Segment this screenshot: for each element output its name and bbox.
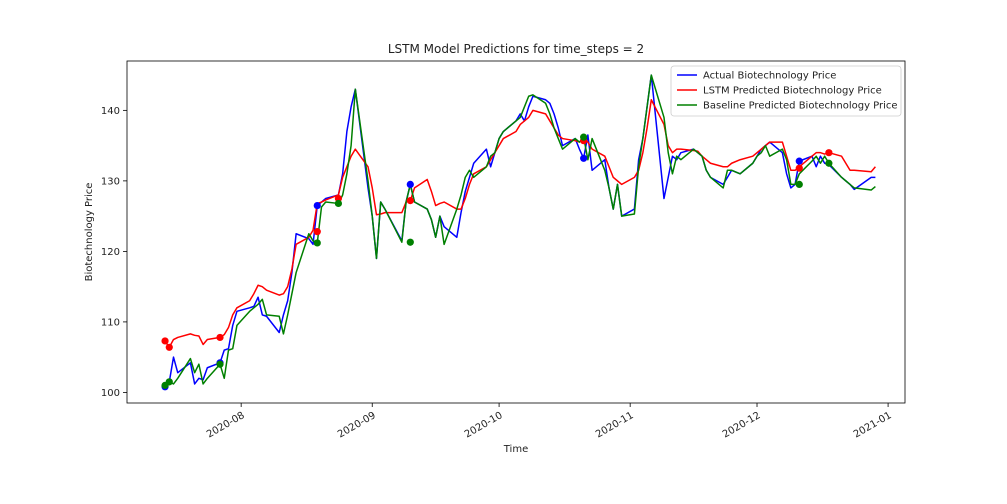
chart-title: LSTM Model Predictions for time_steps = … <box>388 42 644 56</box>
series-markers <box>161 133 833 391</box>
series-line-1 <box>164 74 876 388</box>
x-tick-label: 2020-12 <box>721 410 763 440</box>
series-lines <box>164 74 876 388</box>
y-axis-label: Biotechnology Price <box>84 183 95 282</box>
y-tick-label: 120 <box>101 247 120 258</box>
series-2-marker <box>216 333 224 342</box>
x-tick-label: 2020-08 <box>205 410 247 440</box>
series-1-marker <box>795 157 803 165</box>
series-2-marker <box>825 149 833 157</box>
series-2-marker <box>334 194 343 203</box>
legend-box <box>670 65 902 117</box>
x-tick-label: 2020-11 <box>594 410 636 440</box>
series-3-marker <box>313 239 321 247</box>
legend-label: Actual Biotechnology Price <box>703 71 836 82</box>
series-2-marker <box>313 228 321 236</box>
x-tick-label: 2020-10 <box>463 410 505 440</box>
y-axis: 100 110 120 130 140 <box>101 106 127 399</box>
series-3-marker <box>406 238 414 246</box>
y-tick-label: 130 <box>101 176 120 187</box>
x-axis: 2020-08 2020-09 2020-10 2020-11 2020-12 2021-… <box>205 403 894 440</box>
series-2-marker <box>795 164 803 172</box>
series-3-marker <box>580 133 588 141</box>
legend-label: Baseline Predicted Biotechnology Price <box>703 101 898 112</box>
y-tick-label: 100 <box>101 388 120 399</box>
plot-frame <box>126 60 906 404</box>
series-3-marker <box>795 180 803 188</box>
series-1-marker <box>313 201 321 210</box>
series-1-marker <box>580 154 588 162</box>
y-tick-label: 110 <box>101 317 120 328</box>
legend-label: LSTM Predicted Biotechnology Price <box>703 86 882 97</box>
series-2-marker <box>165 343 173 351</box>
series-3-marker <box>216 360 224 368</box>
series-line-2 <box>164 99 876 349</box>
series-3-marker <box>825 159 833 167</box>
legend: Actual Biotechnology Price LSTM Predicted… <box>670 65 902 117</box>
series-2-marker <box>161 337 169 345</box>
x-axis-label: Time <box>503 444 528 455</box>
series-2-marker <box>406 197 414 205</box>
series-3-marker <box>334 199 343 208</box>
series-3-marker <box>165 378 173 386</box>
series-1-marker <box>406 180 414 188</box>
y-tick-label: 140 <box>101 106 120 117</box>
series-line-3 <box>164 74 876 386</box>
x-tick-label: 2020-09 <box>336 410 378 440</box>
x-tick-label: 2021-01 <box>852 410 894 440</box>
